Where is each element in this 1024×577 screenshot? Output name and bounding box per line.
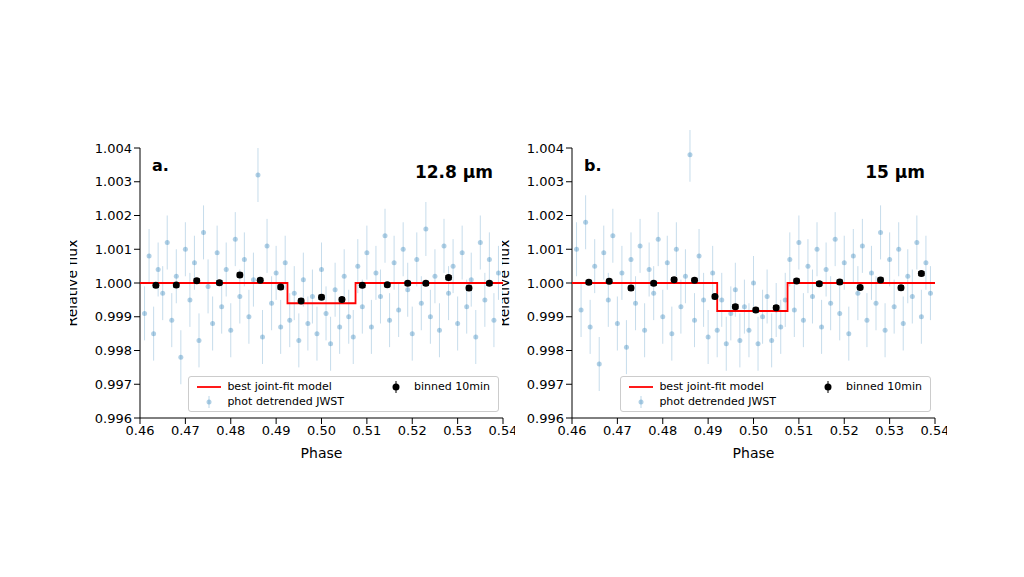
svg-text:0.51: 0.51 xyxy=(352,423,381,438)
svg-text:0.49: 0.49 xyxy=(262,423,291,438)
svg-text:Phase: Phase xyxy=(301,445,343,460)
svg-text:1.002: 1.002 xyxy=(95,208,132,223)
svg-text:0.47: 0.47 xyxy=(171,423,200,438)
svg-text:1.001: 1.001 xyxy=(527,242,564,257)
svg-text:0.996: 0.996 xyxy=(95,411,132,426)
svg-text:0.49: 0.49 xyxy=(694,423,723,438)
svg-text:0.50: 0.50 xyxy=(739,423,768,438)
svg-text:0.46: 0.46 xyxy=(557,423,587,439)
html-text:binned 10min: binned 10min xyxy=(414,380,490,393)
svg-text:0.50: 0.50 xyxy=(307,423,336,438)
svg-text:0.53: 0.53 xyxy=(875,423,904,438)
html-text:b.: b. xyxy=(584,156,602,175)
svg-text:0.51: 0.51 xyxy=(784,423,813,438)
svg-text:1.004: 1.004 xyxy=(527,141,564,156)
svg-text:1.000: 1.000 xyxy=(95,276,132,291)
html-text:best joint-fit model: best joint-fit model xyxy=(227,380,332,393)
svg-text:0.999: 0.999 xyxy=(95,309,132,324)
svg-text:0.998: 0.998 xyxy=(527,343,564,358)
svg-text:0.46: 0.46 xyxy=(125,423,155,439)
html-text:best joint-fit model: best joint-fit model xyxy=(659,380,764,393)
svg-text:1.004: 1.004 xyxy=(95,141,132,156)
svg-text:Phase: Phase xyxy=(733,445,775,460)
svg-text:Relative flux: Relative flux xyxy=(502,240,512,327)
svg-text:1.002: 1.002 xyxy=(527,208,564,223)
svg-text:0.996: 0.996 xyxy=(527,411,564,426)
html-text:binned 10min: binned 10min xyxy=(846,380,922,393)
html-text:phot detrended JWST: phot detrended JWST xyxy=(227,395,344,408)
svg-text:0.997: 0.997 xyxy=(527,377,564,392)
svg-text:0.52: 0.52 xyxy=(398,423,427,438)
svg-text:0.997: 0.997 xyxy=(95,377,132,392)
svg-text:1.003: 1.003 xyxy=(95,174,132,189)
svg-text:0.52: 0.52 xyxy=(830,423,859,438)
svg-text:0.999: 0.999 xyxy=(527,309,564,324)
svg-text:0.998: 0.998 xyxy=(95,343,132,358)
svg-text:Relative flux: Relative flux xyxy=(70,240,80,327)
svg-text:1.003: 1.003 xyxy=(527,174,564,189)
svg-text:0.48: 0.48 xyxy=(216,423,245,438)
html-text:a.: a. xyxy=(152,156,169,175)
svg-text:1.001: 1.001 xyxy=(95,242,132,257)
svg-text:0.54: 0.54 xyxy=(921,423,947,438)
html-text:phot detrended JWST: phot detrended JWST xyxy=(659,395,776,408)
svg-text:0.54: 0.54 xyxy=(489,423,515,438)
svg-text:0.53: 0.53 xyxy=(443,423,472,438)
svg-text:0.48: 0.48 xyxy=(648,423,677,438)
svg-text:0.47: 0.47 xyxy=(603,423,632,438)
html-text:15 μm: 15 μm xyxy=(865,162,925,182)
html-text:12.8 μm: 12.8 μm xyxy=(414,162,493,182)
svg-text:1.000: 1.000 xyxy=(527,276,564,291)
